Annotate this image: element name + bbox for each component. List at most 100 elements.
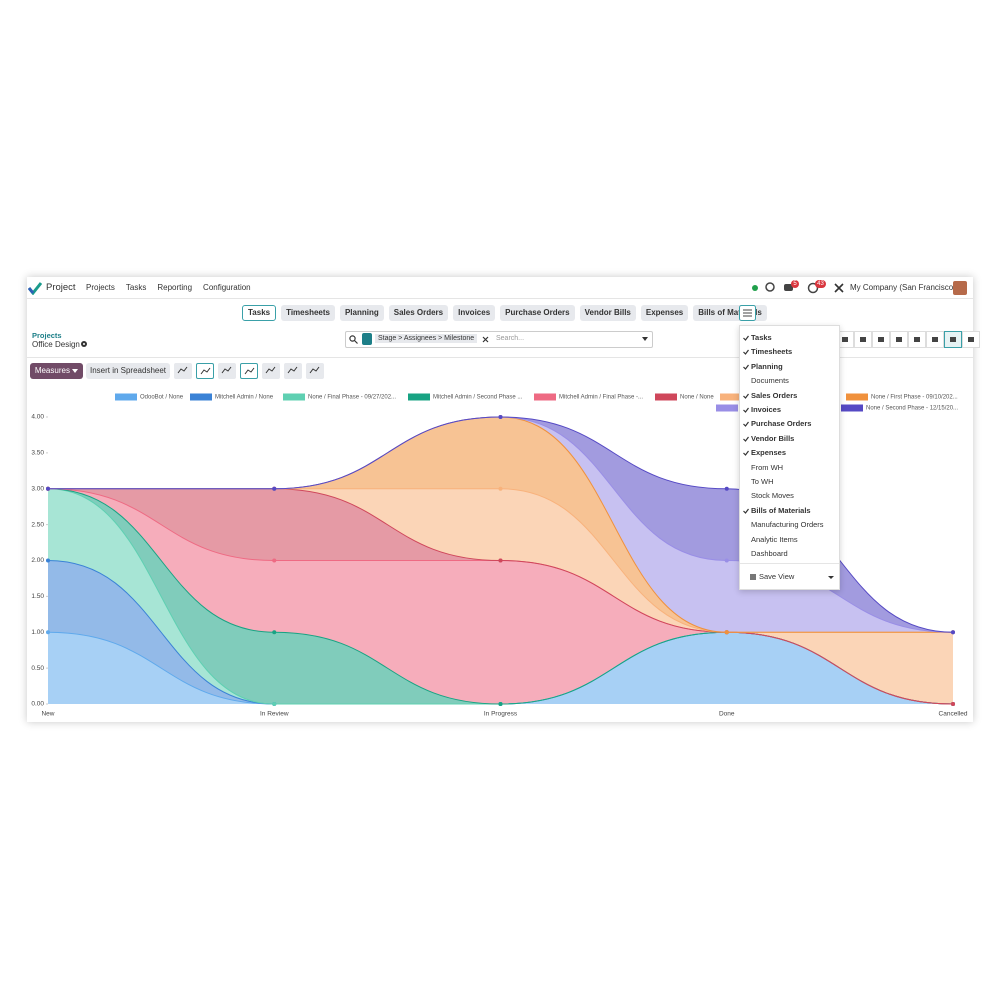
check-mark — [743, 508, 749, 514]
dropdown-item[interactable]: Purchase Orders — [751, 419, 812, 429]
save-view[interactable]: Save View — [759, 572, 795, 581]
tool-icon — [200, 367, 211, 375]
tab[interactable]: Purchase Orders — [500, 305, 575, 321]
facet-icon — [362, 333, 372, 345]
view-button[interactable] — [854, 331, 872, 348]
view-icon — [950, 337, 956, 342]
dropdown-item[interactable]: Tasks — [751, 333, 772, 342]
dropdown-item[interactable]: Timesheets — [751, 347, 793, 357]
view-icon — [896, 337, 902, 342]
search-toggle[interactable] — [642, 337, 648, 341]
check-mark — [743, 364, 749, 370]
menu-item[interactable]: Tasks — [125, 283, 147, 292]
tabs: Tasks Timesheets Planning Sales Orders Invoi… — [242, 305, 767, 321]
tool-icon — [244, 367, 255, 375]
dropdown-item[interactable]: Expenses — [751, 448, 787, 458]
view-icon — [842, 337, 848, 342]
tool-button[interactable] — [284, 363, 302, 379]
check-mark — [743, 436, 749, 442]
check-mark — [743, 335, 749, 341]
brand[interactable]: Project — [46, 282, 76, 293]
view-button[interactable] — [926, 331, 944, 348]
check-mark — [743, 350, 749, 356]
divider — [27, 357, 973, 358]
tab[interactable]: Tasks — [242, 305, 277, 321]
dropdown-item[interactable]: Planning — [751, 361, 783, 371]
chart-tools — [174, 363, 324, 379]
save-view-icon — [750, 574, 756, 580]
menu-item[interactable]: Reporting — [157, 283, 193, 292]
insert-spreadsheet[interactable]: Insert in Spreadsheet — [86, 363, 170, 379]
tabs-dropdown: Tasks Timesheets Planning Documents Sales Or… — [739, 325, 840, 590]
divider — [740, 563, 839, 564]
company-switcher[interactable]: My Company (San Francisco) — [850, 283, 956, 292]
dropdown-item[interactable]: Bills of Materials — [751, 505, 811, 515]
tool-icon — [265, 366, 276, 374]
view-button[interactable] — [872, 331, 890, 348]
tool-button[interactable] — [174, 363, 192, 379]
tool-icon — [221, 366, 232, 374]
avatar[interactable] — [953, 281, 967, 295]
tool-button[interactable] — [196, 363, 214, 379]
check-mark — [743, 450, 749, 457]
tool-icon — [177, 366, 188, 374]
dropdown-item[interactable]: Sales Orders — [751, 390, 798, 400]
breadcrumb-parent[interactable]: Projects — [32, 331, 62, 340]
tab[interactable]: Invoices — [453, 305, 496, 321]
search-input[interactable]: Search... — [496, 335, 525, 342]
badge: 5 — [791, 280, 799, 288]
search-icon — [349, 335, 358, 344]
view-button[interactable] — [908, 331, 926, 348]
menu-item[interactable]: Configuration — [203, 283, 251, 292]
measures-label: Measures — [34, 366, 70, 375]
divider — [27, 298, 973, 299]
check-mark — [743, 407, 749, 413]
view-icon — [914, 337, 920, 342]
check-mark — [743, 422, 749, 428]
tab[interactable]: Planning — [339, 305, 384, 321]
dropdown-item[interactable]: Stock Moves — [751, 491, 794, 501]
view-button[interactable] — [962, 331, 980, 348]
breadcrumb-current: Office Design — [32, 340, 80, 349]
gear-icon[interactable] — [80, 340, 88, 348]
dropdown-item[interactable]: From WH — [751, 462, 784, 472]
dropdown-item[interactable]: Manufacturing Orders — [751, 520, 824, 530]
tab[interactable]: Timesheets — [281, 305, 335, 321]
measures-button[interactable]: Measures — [30, 363, 83, 379]
view-button[interactable] — [944, 331, 962, 348]
save-view-caret[interactable] — [828, 576, 834, 582]
tab[interactable]: Vendor Bills — [579, 305, 636, 321]
check-mark — [743, 393, 749, 399]
tool-button[interactable] — [306, 363, 324, 379]
main-menu: Projects Tasks Reporting Configuration — [86, 283, 251, 292]
dropdown-item[interactable]: Documents — [751, 376, 789, 386]
dropdown-item[interactable]: Invoices — [751, 405, 782, 414]
facet-remove[interactable] — [482, 336, 489, 343]
view-icon — [860, 337, 866, 342]
tool-icon — [309, 366, 320, 374]
activity-icon[interactable] — [807, 282, 819, 294]
view-switcher — [836, 331, 980, 348]
caret — [72, 369, 79, 373]
view-icon — [968, 337, 974, 342]
tab[interactable]: Sales Orders — [388, 305, 449, 321]
tool-button[interactable] — [218, 363, 236, 379]
badge: 43 — [815, 280, 826, 288]
chat-icon[interactable] — [783, 282, 795, 294]
facet: Stage > Assignees > Milestone — [375, 334, 478, 343]
dropdown-item[interactable]: Vendor Bills — [751, 433, 795, 443]
tool-button[interactable] — [240, 363, 258, 379]
app-logo — [28, 282, 42, 295]
tool-button[interactable] — [262, 363, 280, 379]
dropdown-item[interactable]: Analytic Items — [751, 534, 798, 544]
view-icon — [932, 337, 938, 342]
tools-icon[interactable] — [834, 283, 844, 293]
dropdown-item[interactable]: To WH — [751, 477, 774, 486]
menu-item[interactable]: Projects — [86, 283, 115, 292]
tab[interactable]: Expenses — [640, 305, 689, 321]
dropdown-item[interactable]: Dashboard — [751, 549, 788, 558]
view-button[interactable] — [890, 331, 908, 348]
tabs-settings[interactable] — [739, 305, 756, 321]
phone-icon[interactable] — [764, 281, 776, 293]
